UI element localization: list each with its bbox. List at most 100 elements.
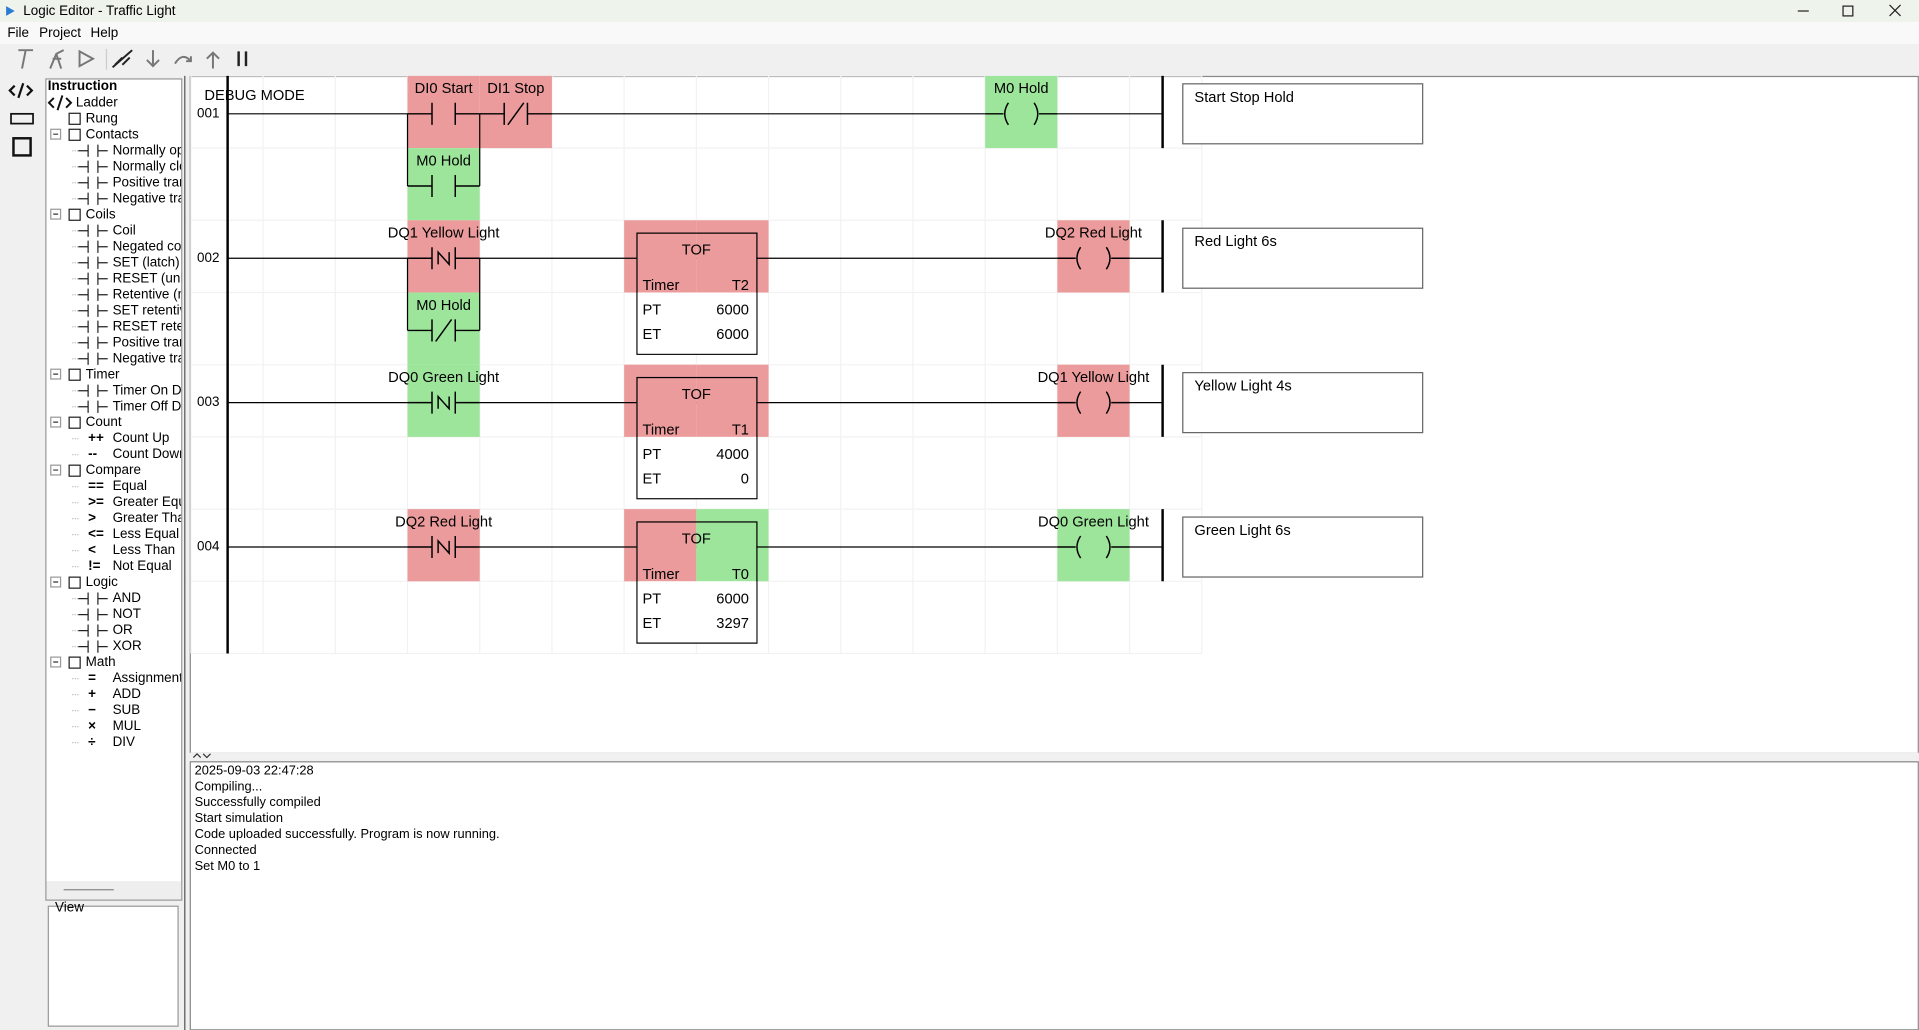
tree-icon: [78, 160, 108, 173]
build-button[interactable]: [18, 49, 34, 69]
rung-comment-text: Start Stop Hold: [1194, 90, 1294, 106]
tree-icon-text: <=: [88, 526, 104, 541]
download-button[interactable]: [146, 50, 160, 68]
tree-item[interactable]: XOR: [113, 638, 142, 653]
contact-label: DI0 Start: [415, 81, 473, 97]
log-line: Connected: [195, 842, 257, 857]
contact-symbol: [407, 175, 480, 198]
contact-state: [407, 364, 480, 437]
tree-item[interactable]: Count Up: [113, 430, 170, 445]
tree-item[interactable]: SUB: [113, 702, 141, 717]
pt-value: 6000: [716, 303, 749, 319]
tree-icon: [78, 192, 108, 205]
tree-icon: [78, 608, 108, 621]
tree-item[interactable]: Less Than: [113, 542, 176, 557]
tree-item[interactable]: Math: [86, 654, 116, 669]
tree-item[interactable]: SET retentive: [113, 302, 194, 317]
tree-item[interactable]: Rung: [86, 110, 118, 125]
tree-item[interactable]: Logic: [86, 574, 118, 589]
tree-item[interactable]: Coil: [113, 222, 136, 237]
run-button[interactable]: [78, 49, 96, 68]
disconnect-button[interactable]: [111, 49, 133, 69]
tree-item[interactable]: ADD: [113, 686, 142, 701]
tree-item[interactable]: Normally clo: [113, 158, 187, 173]
menu-item[interactable]: Project: [39, 25, 81, 40]
step-over-button[interactable]: [174, 55, 192, 65]
rung-comment: [1182, 83, 1424, 145]
tree-item[interactable]: Positive tran: [113, 334, 187, 349]
step-button[interactable]: [49, 49, 65, 69]
tree-item[interactable]: Count: [86, 414, 122, 429]
tree-item[interactable]: RESET reten: [113, 318, 192, 333]
tree-icon: [78, 240, 108, 253]
menu-item[interactable]: Help: [91, 25, 119, 40]
tree-item[interactable]: SET (latch) c: [113, 254, 191, 269]
contact-state: [479, 75, 552, 149]
tree-item[interactable]: Count Down: [113, 446, 187, 461]
tree-item[interactable]: Equal: [113, 478, 147, 493]
tree-item[interactable]: NOT: [113, 606, 141, 621]
et-label: ET: [642, 327, 661, 343]
tree-item[interactable]: Negative tran: [113, 350, 193, 365]
tree-item[interactable]: Normally ope: [113, 142, 192, 157]
tree-icon-text: >=: [88, 494, 104, 509]
tree-item[interactable]: AND: [113, 590, 142, 605]
log-line: Successfully compiled: [195, 794, 321, 809]
tree-item[interactable]: Ladder: [76, 94, 118, 109]
rung-comment-text: Yellow Light 4s: [1194, 379, 1291, 395]
coil-state: [1057, 364, 1130, 437]
contact-symbol: [407, 318, 480, 342]
pause-button[interactable]: [237, 51, 248, 67]
tree-item[interactable]: DIV: [113, 734, 135, 749]
tree-item[interactable]: Not Equal: [113, 558, 172, 573]
tree-icon: [78, 400, 108, 413]
tree-item[interactable]: Compare: [86, 462, 141, 477]
tree-icon-text: !=: [88, 558, 100, 573]
device-tab[interactable]: [12, 137, 32, 157]
timer-id: T2: [732, 278, 749, 294]
branch-wire: [406, 113, 481, 187]
timer-lower: [637, 292, 757, 354]
contact-label: DQ0 Green Light: [388, 370, 499, 386]
tree-item[interactable]: Timer: [86, 366, 120, 381]
tree-icon: [68, 656, 81, 669]
tree-icon-text: −: [88, 702, 96, 717]
tree-item[interactable]: Greater Than: [113, 510, 193, 525]
rung-comment: [1182, 516, 1424, 578]
coil-symbol: [1057, 391, 1130, 415]
tree-icon: [78, 256, 108, 269]
close-button[interactable]: [1889, 4, 1901, 17]
tree-item[interactable]: Assignment: [113, 670, 184, 685]
tree-item[interactable]: OR: [113, 622, 133, 637]
pt-label: PT: [642, 592, 661, 608]
tree-item[interactable]: Contacts: [86, 126, 139, 141]
io-tab[interactable]: [10, 112, 34, 125]
maximize-button[interactable]: [1842, 5, 1854, 17]
tree-item[interactable]: Timer Off Dela: [113, 398, 200, 413]
contact-symbol: [407, 536, 480, 559]
ladder-tab[interactable]: [8, 82, 34, 99]
tree-icon-text: <: [88, 542, 96, 557]
tree-item[interactable]: RESET (unla: [113, 270, 192, 285]
menu-item[interactable]: File: [7, 25, 29, 40]
log-line: Code uploaded successfully. Program is n…: [195, 826, 500, 841]
tree-item[interactable]: Retentive (m: [113, 286, 189, 301]
tree-icon-text: --: [88, 446, 97, 461]
log-splitter[interactable]: [189, 752, 1919, 762]
tree-icon: [68, 576, 81, 589]
tree-item[interactable]: Negated coil: [113, 238, 188, 253]
tree-item[interactable]: MUL: [113, 718, 142, 733]
menu-bar: [0, 22, 1919, 45]
timer-label: Timer: [642, 278, 679, 294]
tree-item[interactable]: Coils: [86, 206, 116, 221]
tree-item[interactable]: Positive tran: [113, 174, 187, 189]
upload-button[interactable]: [206, 51, 220, 69]
tree-item[interactable]: Negative tran: [113, 190, 193, 205]
timer-name: TOF: [682, 243, 711, 259]
tree-icon: [68, 416, 81, 429]
tree-item[interactable]: Timer On Dela: [113, 382, 200, 397]
pt-label: PT: [642, 447, 661, 463]
tree-item[interactable]: Greater Equ: [113, 494, 186, 509]
tree-item[interactable]: Less Equal: [113, 526, 180, 541]
tree-icon: [47, 95, 73, 111]
